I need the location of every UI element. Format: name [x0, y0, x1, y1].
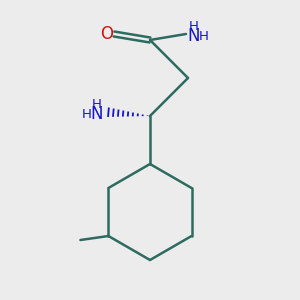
Text: H: H — [199, 29, 209, 43]
Text: O: O — [100, 25, 113, 43]
Text: H: H — [92, 98, 102, 110]
Text: H: H — [189, 20, 199, 32]
Text: H: H — [82, 107, 92, 121]
Text: N: N — [188, 27, 200, 45]
Text: N: N — [91, 105, 103, 123]
